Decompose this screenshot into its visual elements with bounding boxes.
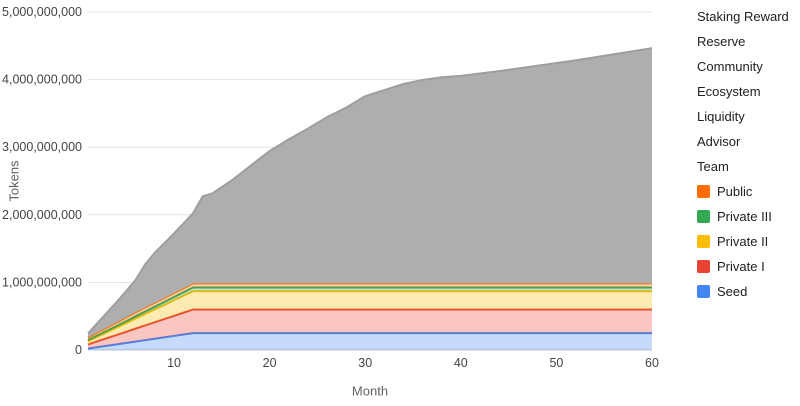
series-line-team-advisor-liquidity-ecosystem-community-reser (87, 47, 653, 335)
series-area-private-ii (88, 291, 652, 345)
legend-swatch (697, 210, 710, 223)
series-line-private-iii (87, 286, 652, 342)
legend-label: Seed (717, 284, 748, 299)
y-tick-label: 1,000,000,000 (2, 275, 82, 289)
y-tick-label: 0 (75, 343, 82, 357)
series-line-private-i (87, 308, 652, 346)
legend-item-private-i[interactable]: Private I (697, 254, 789, 279)
series-area-private-i (88, 309, 652, 349)
legend-label: Staking Reward (697, 9, 789, 24)
legend-label: Liquidity (697, 109, 745, 124)
legend-item-reserve[interactable]: Reserve (697, 29, 789, 54)
legend: Staking Reward Reserve Community Ecosystem L… (697, 4, 789, 304)
legend-swatch (697, 235, 710, 248)
series-area-team-advisor-liquidity-ecosystem-community-reser (88, 48, 652, 338)
legend-label: Ecosystem (697, 84, 761, 99)
x-tick-label: 60 (645, 356, 659, 370)
y-axis-title: Tokens (6, 160, 22, 202)
x-axis-title: Month (351, 383, 389, 399)
series-line-seed (87, 332, 652, 350)
legend-swatch (697, 185, 710, 198)
x-tick-label: 20 (263, 356, 277, 370)
y-tick-label: 2,000,000,000 (2, 208, 82, 222)
legend-label: Community (697, 59, 763, 74)
legend-item-public[interactable]: Public (697, 179, 789, 204)
legend-label: Private I (717, 259, 765, 274)
legend-item-ecosystem[interactable]: Ecosystem (697, 79, 789, 104)
series-area-seed (88, 333, 652, 350)
legend-item-private-ii[interactable]: Private II (697, 229, 789, 254)
legend-swatch (697, 285, 710, 298)
legend-label: Private III (717, 209, 772, 224)
x-tick-label: 40 (454, 356, 468, 370)
legend-label: Reserve (697, 34, 746, 49)
legend-item-advisor[interactable]: Advisor (697, 129, 789, 154)
legend-item-liquidity[interactable]: Liquidity (697, 104, 789, 129)
legend-item-staking-reward[interactable]: Staking Reward (697, 4, 789, 29)
y-tick-label: 3,000,000,000 (2, 140, 82, 154)
legend-label: Private II (717, 234, 769, 249)
legend-item-private-iii[interactable]: Private III (697, 204, 789, 229)
x-tick-label: 10 (167, 356, 181, 370)
legend-label: Team (697, 159, 729, 174)
legend-item-team[interactable]: Team (697, 154, 789, 179)
legend-label: Public (717, 184, 753, 199)
series-line-private-ii (87, 290, 652, 343)
legend-label: Advisor (697, 134, 741, 149)
x-tick-label: 50 (549, 356, 563, 370)
y-tick-label: 5,000,000,000 (2, 5, 82, 19)
y-tick-label: 4,000,000,000 (2, 73, 82, 87)
legend-swatch (697, 260, 710, 273)
x-tick-label: 30 (358, 356, 372, 370)
legend-item-community[interactable]: Community (697, 54, 789, 79)
legend-item-seed[interactable]: Seed (697, 279, 789, 304)
